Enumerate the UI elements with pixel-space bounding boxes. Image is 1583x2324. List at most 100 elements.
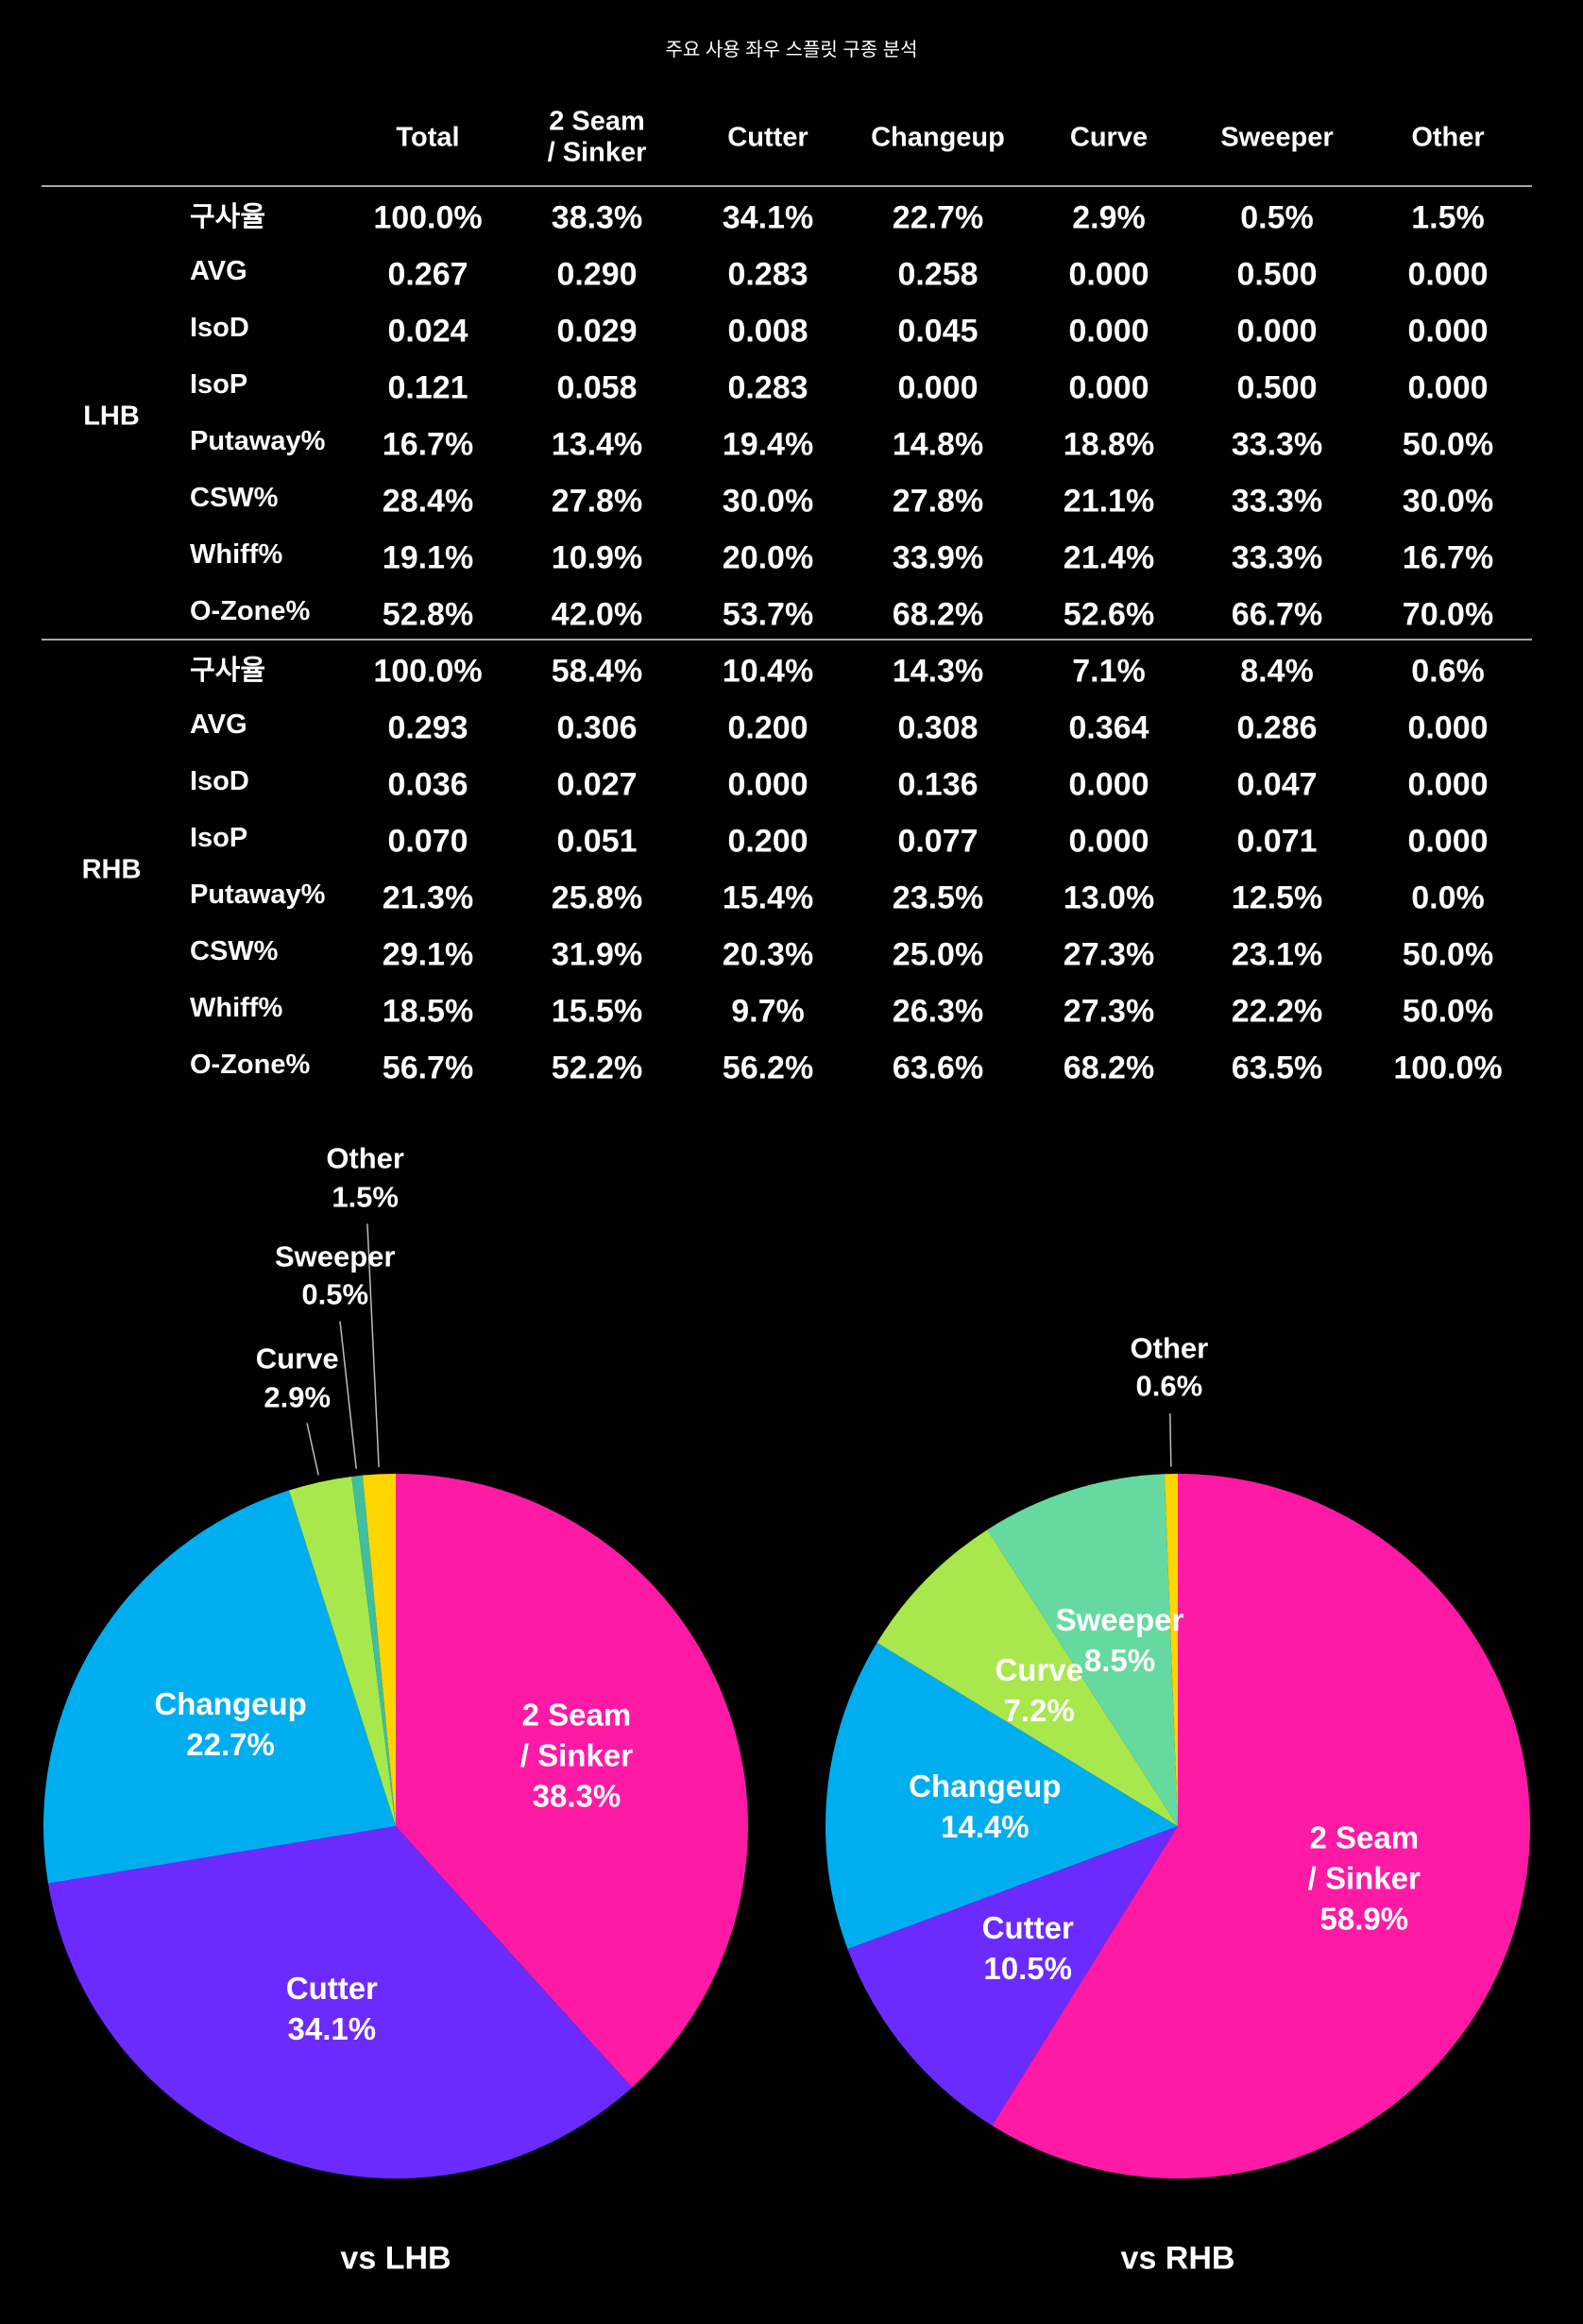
slice-label: Sweeper 0.5% (275, 1239, 396, 1315)
metric-label: Whiff% (190, 539, 283, 571)
table-cell: 100.0% (373, 199, 483, 236)
table-cell: 0.070 (387, 823, 468, 860)
table-cell: 22.2% (1231, 993, 1323, 1030)
slice-value: 0.5% (301, 1277, 369, 1311)
table-cell: 52.8% (382, 596, 474, 633)
column-header-box: 2 Seam / Sinker (545, 107, 649, 170)
pie-slice (877, 1529, 1178, 1826)
slice-name: 2 Seam / Sinker (1307, 1820, 1421, 1896)
table-cell: 0.293 (387, 709, 468, 746)
table-cell: 0.071 (1236, 823, 1318, 860)
table-cell: 0.024 (387, 313, 468, 350)
table-cell: 0.000 (1407, 823, 1489, 860)
table-cell: 0.000 (1068, 766, 1149, 803)
pie-slice (288, 1476, 396, 1826)
table-cell: 0.0% (1411, 880, 1485, 916)
table-cell: 16.7% (382, 426, 474, 463)
table-cell: 68.2% (892, 596, 984, 633)
column-header-box: Sweeper (1220, 122, 1333, 153)
table-cell: 0.000 (1068, 369, 1149, 406)
table-cell: 30.0% (1402, 483, 1494, 520)
slice-label: Cutter 34.1% (273, 1969, 391, 2050)
table-cell: 8.4% (1240, 653, 1314, 690)
table-cell: 34.1% (722, 199, 814, 236)
slice-name: 2 Seam / Sinker (519, 1697, 634, 1773)
table-cell: 66.7% (1231, 596, 1323, 633)
table-cell: 27.3% (1063, 936, 1155, 973)
table-cell: 18.8% (1063, 426, 1155, 463)
group-label: LHB (83, 401, 140, 432)
group-label: RHB (81, 854, 142, 885)
pie-slice (847, 1826, 1178, 2126)
slice-value: 38.3% (532, 1778, 621, 1814)
table-cell: 0.258 (897, 256, 979, 293)
table-cell: 0.6% (1411, 653, 1485, 690)
table-cell: 68.2% (1063, 1050, 1155, 1086)
slice-value: 2.9% (264, 1380, 332, 1414)
table-cell: 0.051 (556, 823, 638, 860)
table-cell: 0.058 (556, 369, 638, 406)
table-cell: 63.6% (892, 1050, 984, 1086)
table-cell: 25.0% (892, 936, 984, 973)
table-cell: 20.3% (722, 936, 814, 973)
slice-label: 2 Seam / Sinker 58.9% (1305, 1819, 1423, 1940)
table-cell: 0.000 (1407, 313, 1489, 350)
slice-label: Sweeper 8.5% (1056, 1600, 1184, 1682)
slice-label: Cutter 10.5% (969, 1908, 1087, 1990)
table-cell: 0.283 (727, 256, 809, 293)
column-header: Curve (1069, 122, 1149, 153)
slice-name: Changeup (909, 1769, 1062, 1804)
metric-label: IsoP (190, 823, 248, 854)
metric-label: O-Zone% (190, 1050, 311, 1081)
metric-label: O-Zone% (190, 596, 311, 627)
table-cell: 0.027 (556, 766, 638, 803)
table-cell: 0.036 (387, 766, 468, 803)
table-cell: 63.5% (1231, 1050, 1323, 1086)
slice-label: Changeup 14.4% (909, 1768, 1061, 1849)
leader-line (339, 1321, 357, 1469)
table-cell: 53.7% (722, 596, 814, 633)
table-cell: 16.7% (1402, 539, 1494, 576)
table-cell: 27.8% (551, 483, 643, 520)
leader-line (306, 1423, 319, 1476)
table-cell: 0.500 (1236, 256, 1318, 293)
column-header-box: Cutter (716, 122, 820, 153)
metric-label: IsoD (190, 313, 249, 344)
table-cell: 7.1% (1072, 653, 1146, 690)
table-cell: 18.5% (382, 993, 474, 1030)
table-cell: 26.3% (892, 993, 984, 1030)
pie-slice (1164, 1474, 1178, 1826)
slice-value: 10.5% (983, 1950, 1072, 1986)
pie-slice (47, 1826, 633, 2179)
table-cell: 10.4% (722, 653, 814, 690)
slice-name: Curve (255, 1342, 339, 1376)
slice-name: Changeup (154, 1685, 307, 1721)
table-cell: 0.200 (727, 709, 809, 746)
table-cell: 33.3% (1231, 539, 1323, 576)
table-cell: 0.290 (556, 256, 638, 293)
table-cell: 0.286 (1236, 709, 1318, 746)
slice-value: 58.9% (1319, 1901, 1409, 1937)
metric-label: CSW% (190, 483, 279, 514)
table-cell: 50.0% (1402, 426, 1494, 463)
table-cell: 58.4% (551, 653, 643, 690)
table-cell: 100.0% (1393, 1050, 1503, 1086)
table-cell: 29.1% (382, 936, 474, 973)
table-cell: 52.2% (551, 1050, 643, 1086)
slice-label: Curve 2.9% (242, 1341, 353, 1417)
table-cell: 56.7% (382, 1050, 474, 1086)
table-cell: 10.9% (551, 539, 643, 576)
column-header: Sweeper (1220, 122, 1334, 153)
table-cell: 31.9% (551, 936, 643, 973)
slice-label: Other 0.6% (1114, 1330, 1225, 1407)
metric-label: IsoD (190, 766, 249, 797)
table-cell: 23.5% (892, 880, 984, 916)
table-cell: 15.5% (551, 993, 643, 1030)
slice-name: Cutter (285, 1970, 378, 2006)
table-cell: 33.9% (892, 539, 984, 576)
table-cell: 0.308 (897, 709, 979, 746)
table-cell: 0.045 (897, 313, 979, 350)
table-cell: 33.3% (1231, 483, 1323, 520)
